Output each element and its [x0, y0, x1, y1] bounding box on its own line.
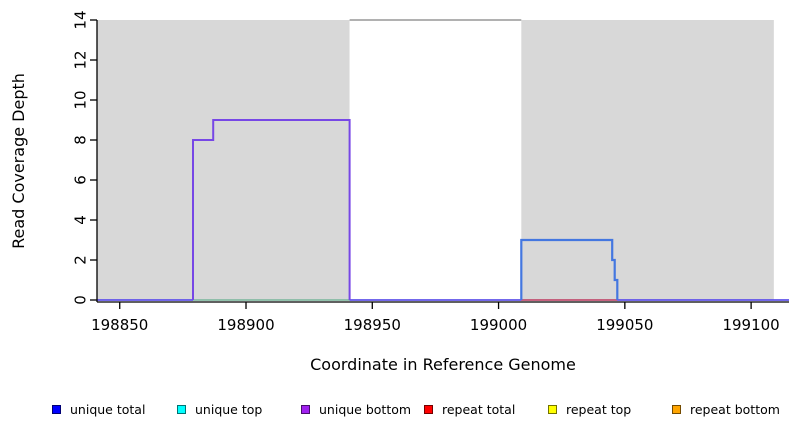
y-axis-title: Read Coverage Depth: [9, 73, 28, 249]
axes-layer: 198850 198900 198950 199000 199050 199100 0 2 4 6…: [71, 10, 789, 334]
series-layer: [97, 19, 789, 301]
legend-item-unique-total: unique total: [52, 401, 146, 417]
legend-label: repeat total: [442, 401, 516, 417]
y-tick-label: 0: [71, 295, 89, 305]
legend-item-repeat-total: repeat total: [424, 401, 516, 417]
y-tick-label: 10: [71, 90, 89, 109]
legend-label: repeat top: [566, 401, 632, 417]
legend-swatch-icon: [672, 404, 681, 414]
x-tick-label: 198850: [91, 316, 148, 334]
x-tick-label: 199100: [722, 316, 779, 334]
y-tick-label: 6: [71, 175, 89, 185]
legend-item-repeat-top: repeat top: [548, 401, 632, 417]
legend-swatch-icon: [52, 404, 61, 414]
legend-label: unique bottom: [319, 401, 412, 417]
legend-label: repeat bottom: [690, 401, 780, 417]
x-tick-label: 199050: [596, 316, 653, 334]
shaded-regions-layer: [97, 20, 774, 300]
legend-swatch-icon: [177, 404, 186, 414]
legend-item-unique-bottom: unique bottom: [301, 401, 412, 417]
x-tick-label: 199000: [470, 316, 527, 334]
x-tick-label: 198950: [344, 316, 401, 334]
series-unique-total-right-step: [520, 238, 619, 300]
x-axis-title: Coordinate in Reference Genome: [310, 355, 576, 374]
series-unique-bottom-left-step: [192, 119, 351, 300]
legend-label: unique total: [70, 401, 146, 417]
legend-swatch-icon: [424, 404, 433, 414]
legend-item-repeat-bottom: repeat bottom: [672, 401, 780, 417]
legend-swatch-icon: [548, 404, 557, 414]
y-tick-label: 14: [71, 10, 89, 29]
y-tick-label: 12: [71, 50, 89, 69]
y-tick-label: 2: [71, 255, 89, 265]
legend-label: unique top: [195, 401, 263, 417]
left-gray-region: [97, 20, 350, 300]
y-tick-label: 8: [71, 135, 89, 145]
legend-swatch-icon: [301, 404, 310, 414]
right-gray-region: [521, 20, 774, 300]
x-tick-label: 198900: [217, 316, 274, 334]
legend-item-unique-top: unique top: [177, 401, 263, 417]
y-tick-label: 4: [71, 215, 89, 225]
